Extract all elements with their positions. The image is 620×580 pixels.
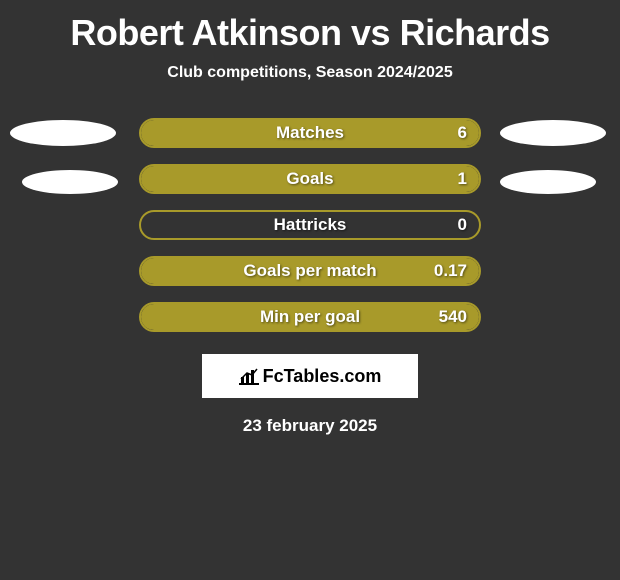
bar-value: 0.17 xyxy=(434,261,467,281)
logo-text: FcTables.com xyxy=(263,366,382,387)
ellipse-avatar-right-2 xyxy=(500,170,596,194)
bar-value: 540 xyxy=(439,307,467,327)
bar-label: Goals per match xyxy=(243,261,376,281)
stat-bar: Min per goal 540 xyxy=(139,302,481,332)
bar-value: 6 xyxy=(458,123,467,143)
bar-value: 1 xyxy=(458,169,467,189)
stat-bar: Hattricks 0 xyxy=(139,210,481,240)
subtitle: Club competitions, Season 2024/2025 xyxy=(167,64,452,82)
chart-area: Matches 6 Goals 1 Hattricks 0 Goals per match 0… xyxy=(0,118,620,436)
chart-icon xyxy=(239,367,259,385)
infographic-container: Robert Atkinson vs Richards Club competi… xyxy=(0,0,620,436)
bar-value: 0 xyxy=(458,215,467,235)
left-ellipses xyxy=(10,120,118,194)
stat-bars: Matches 6 Goals 1 Hattricks 0 Goals per match 0… xyxy=(139,118,481,332)
ellipse-avatar-left-1 xyxy=(10,120,116,146)
bar-label: Matches xyxy=(276,123,344,143)
right-ellipses xyxy=(500,120,606,194)
date-label: 23 february 2025 xyxy=(243,416,377,436)
stat-bar: Matches 6 xyxy=(139,118,481,148)
logo-box: FcTables.com xyxy=(202,354,418,398)
bar-label: Goals xyxy=(286,169,333,189)
page-title: Robert Atkinson vs Richards xyxy=(70,12,549,54)
stat-bar: Goals 1 xyxy=(139,164,481,194)
stat-bar: Goals per match 0.17 xyxy=(139,256,481,286)
bar-label: Min per goal xyxy=(260,307,360,327)
ellipse-avatar-right-1 xyxy=(500,120,606,146)
ellipse-avatar-left-2 xyxy=(22,170,118,194)
bar-label: Hattricks xyxy=(274,215,347,235)
